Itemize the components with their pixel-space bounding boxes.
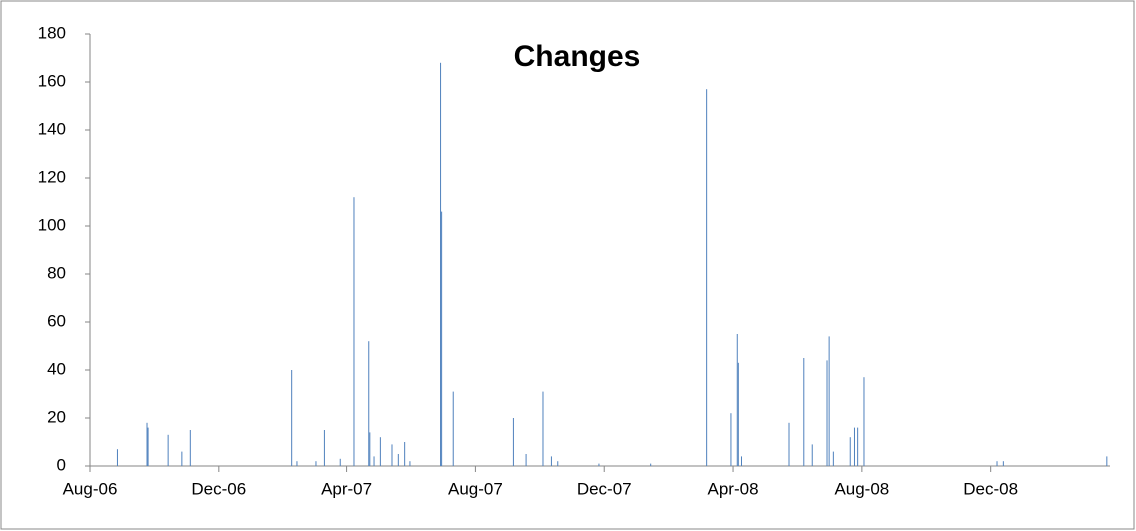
x-tick-label: Aug-08	[834, 479, 889, 498]
bar	[740, 456, 742, 466]
chart-title: Changes	[514, 40, 641, 73]
y-tick-label: 100	[38, 215, 66, 234]
bar	[706, 89, 708, 466]
bar	[730, 413, 732, 466]
bar	[409, 461, 411, 466]
bar	[826, 360, 828, 466]
y-tick-label: 160	[38, 71, 66, 90]
bar	[788, 422, 790, 466]
bar	[291, 370, 293, 466]
bar	[1002, 461, 1004, 466]
y-tick-label: 120	[38, 167, 66, 186]
bar	[397, 454, 399, 466]
x-tick-label: Aug-07	[448, 479, 503, 498]
bar	[737, 362, 739, 466]
x-tick-label: Apr-07	[321, 479, 372, 498]
bar	[323, 430, 325, 466]
bar	[803, 358, 805, 466]
bar	[404, 442, 406, 466]
bar	[167, 434, 169, 466]
x-tick-label: Apr-08	[708, 479, 759, 498]
bar	[863, 377, 865, 466]
bar	[296, 461, 298, 466]
y-tick-label: 60	[47, 311, 66, 330]
x-tick-label: Dec-07	[577, 479, 632, 498]
bar	[441, 211, 443, 466]
bar	[550, 456, 552, 466]
bar	[452, 391, 454, 466]
bar	[353, 197, 355, 466]
bar	[736, 334, 738, 466]
x-tick-label: Dec-08	[963, 479, 1018, 498]
bar	[147, 427, 149, 466]
x-tick-label: Aug-06	[63, 479, 118, 498]
bar	[996, 461, 998, 466]
bar	[832, 451, 834, 466]
bar	[525, 454, 527, 466]
y-tick-label: 180	[38, 23, 66, 42]
bar	[368, 341, 370, 466]
bar	[857, 427, 859, 466]
bar	[146, 422, 148, 466]
bar	[379, 437, 381, 466]
bar	[189, 430, 191, 466]
bar	[828, 336, 830, 466]
y-tick-label: 40	[47, 359, 66, 378]
bar	[181, 451, 183, 466]
bar	[853, 427, 855, 466]
y-tick-label: 80	[47, 263, 66, 282]
bar	[373, 456, 375, 466]
y-tick-label: 20	[47, 407, 66, 426]
x-tick-label: Dec-06	[191, 479, 246, 498]
bar	[339, 458, 341, 466]
bar	[512, 418, 514, 466]
bar	[650, 463, 652, 466]
bar	[542, 391, 544, 466]
bar	[811, 444, 813, 466]
y-tick-label: 0	[57, 455, 66, 474]
bar	[598, 463, 600, 466]
bar	[315, 461, 317, 466]
bar	[849, 437, 851, 466]
bar	[1106, 456, 1108, 466]
bar	[369, 432, 371, 466]
bar	[557, 461, 559, 466]
y-tick-label: 140	[38, 119, 66, 138]
bar	[440, 62, 442, 467]
bar	[391, 444, 393, 466]
bar	[116, 449, 118, 466]
